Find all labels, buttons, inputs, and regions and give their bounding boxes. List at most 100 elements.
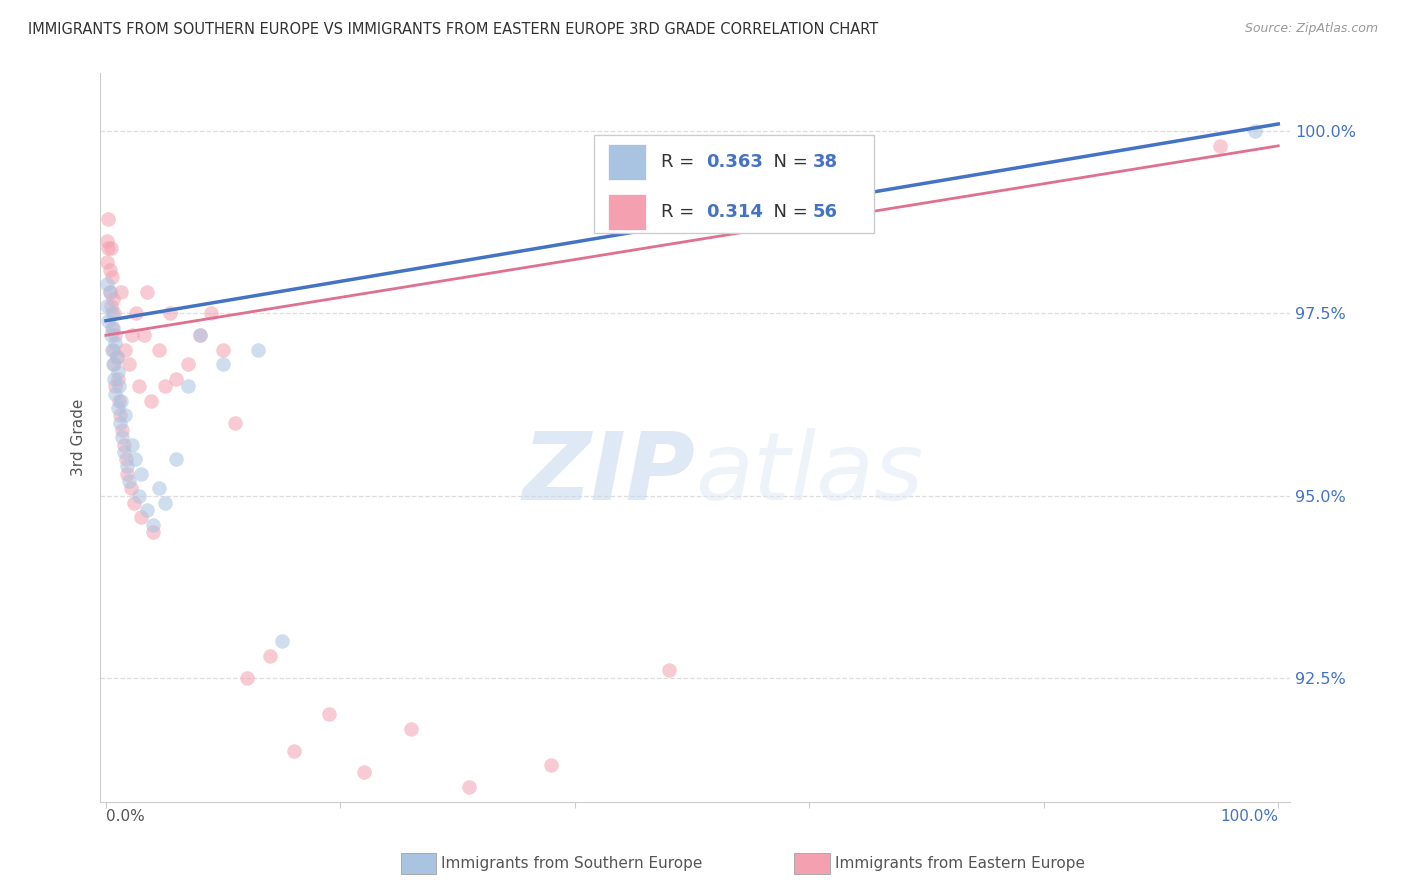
Point	[318, 707, 340, 722]
Point	[96, 255, 118, 269]
Point	[159, 306, 181, 320]
Point	[101, 292, 124, 306]
Y-axis label: 3rd Grade: 3rd Grade	[72, 399, 86, 476]
Point	[128, 379, 150, 393]
Point	[132, 328, 155, 343]
Point	[270, 634, 292, 648]
Point	[259, 648, 281, 663]
Point	[107, 372, 129, 386]
Text: atlas: atlas	[695, 428, 924, 519]
Point	[136, 503, 159, 517]
Point	[129, 467, 152, 481]
Text: 100.0%: 100.0%	[1220, 809, 1278, 824]
Point	[136, 285, 159, 299]
Point	[108, 409, 131, 423]
Text: ZIP: ZIP	[522, 428, 695, 520]
Point	[107, 401, 129, 416]
Point	[108, 379, 131, 393]
Point	[115, 467, 138, 481]
Point	[112, 445, 135, 459]
Point	[200, 306, 222, 320]
Point	[114, 343, 136, 357]
Point	[105, 350, 128, 364]
Point	[101, 321, 124, 335]
Point	[108, 416, 131, 430]
Point	[110, 285, 132, 299]
Point	[139, 393, 162, 408]
Point	[103, 358, 125, 372]
Point	[224, 416, 246, 430]
Point	[165, 372, 187, 386]
Point	[101, 306, 124, 320]
Text: 0.0%: 0.0%	[105, 809, 145, 824]
Point	[540, 758, 562, 772]
Point	[112, 437, 135, 451]
Point	[101, 321, 124, 335]
Point	[120, 481, 142, 495]
Point	[247, 343, 270, 357]
Point	[177, 379, 200, 393]
Point	[104, 386, 127, 401]
Point	[98, 285, 121, 299]
Point	[103, 372, 125, 386]
Point	[235, 671, 257, 685]
Point	[1243, 124, 1265, 138]
Point	[148, 481, 170, 495]
Point	[129, 510, 152, 524]
Point	[125, 306, 148, 320]
Point	[104, 379, 127, 393]
Point	[97, 314, 120, 328]
Point	[105, 350, 128, 364]
FancyBboxPatch shape	[593, 135, 873, 234]
Point	[96, 277, 118, 292]
Point	[124, 452, 146, 467]
Point	[122, 496, 145, 510]
Point	[100, 299, 122, 313]
Text: 38: 38	[813, 153, 838, 171]
Point	[142, 524, 165, 539]
Point	[353, 765, 375, 780]
Point	[97, 211, 120, 226]
Point	[188, 328, 211, 343]
Point	[153, 379, 176, 393]
Point	[101, 358, 124, 372]
Point	[121, 328, 143, 343]
Text: 0.363: 0.363	[706, 153, 762, 171]
Point	[283, 743, 305, 757]
FancyBboxPatch shape	[609, 194, 647, 229]
Point	[98, 285, 121, 299]
Point	[121, 437, 143, 451]
Point	[399, 722, 422, 736]
Text: Source: ZipAtlas.com: Source: ZipAtlas.com	[1244, 22, 1378, 36]
Point	[142, 517, 165, 532]
Point	[658, 664, 681, 678]
Point	[177, 358, 200, 372]
Point	[1208, 139, 1230, 153]
Point	[118, 358, 141, 372]
Text: R =: R =	[661, 202, 700, 220]
Point	[100, 241, 122, 255]
Point	[101, 270, 124, 285]
Text: 56: 56	[813, 202, 838, 220]
Point	[115, 452, 138, 467]
Point	[188, 328, 211, 343]
Point	[111, 423, 134, 437]
Point	[96, 299, 118, 313]
Point	[100, 328, 122, 343]
FancyBboxPatch shape	[609, 145, 647, 180]
Point	[110, 393, 132, 408]
Point	[111, 430, 134, 444]
Point	[103, 306, 125, 320]
Point	[212, 343, 235, 357]
Point	[153, 496, 176, 510]
Text: N =: N =	[762, 153, 813, 171]
Text: N =: N =	[762, 202, 813, 220]
Point	[98, 262, 121, 277]
Text: Immigrants from Southern Europe: Immigrants from Southern Europe	[441, 856, 703, 871]
Point	[212, 358, 235, 372]
Text: 0.314: 0.314	[706, 202, 762, 220]
Point	[104, 328, 127, 343]
Point	[101, 343, 124, 357]
Point	[108, 393, 131, 408]
Point	[104, 335, 127, 350]
